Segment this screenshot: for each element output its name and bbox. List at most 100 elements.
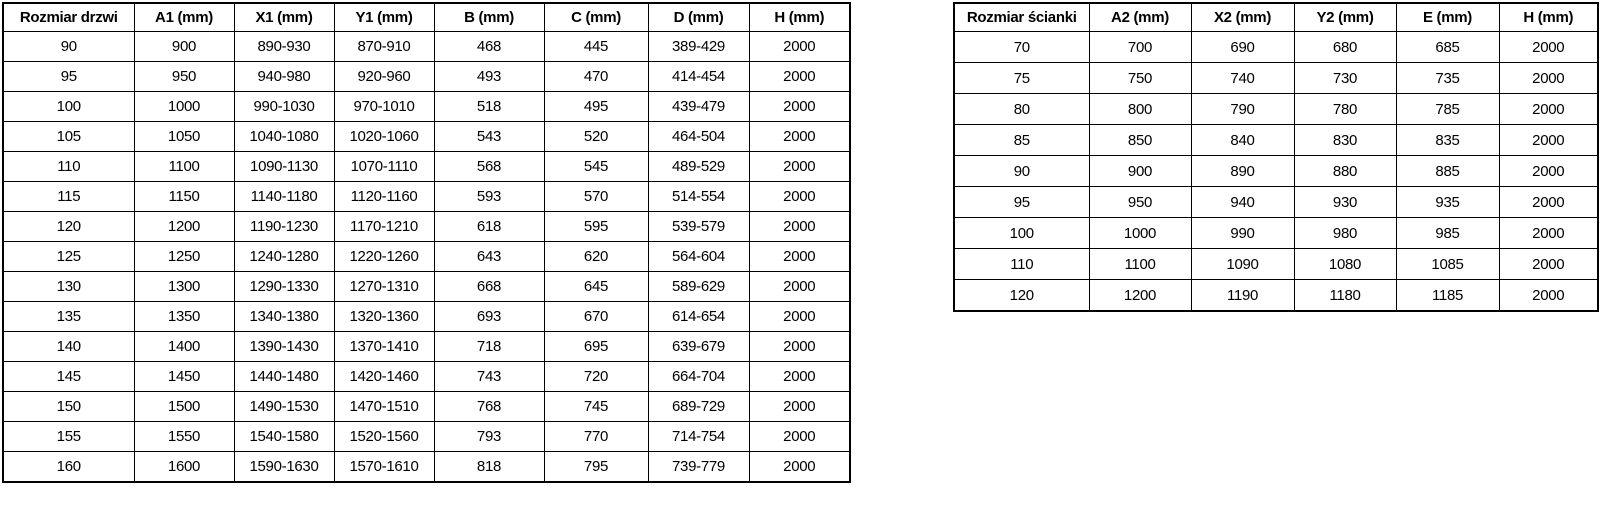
data-cell: 885 — [1395, 155, 1500, 187]
data-cell: 1085 — [1395, 248, 1500, 280]
data-cell: 1190 — [1190, 279, 1295, 312]
data-cell: 985 — [1395, 217, 1500, 249]
data-cell: 520 — [543, 121, 649, 152]
data-cell: 800 — [1088, 93, 1192, 125]
data-cell: 720 — [543, 361, 649, 392]
data-cell: 1240-1280 — [233, 241, 335, 272]
data-cell: 700 — [1088, 31, 1192, 63]
data-cell: 1490-1530 — [233, 391, 335, 422]
data-cell: 930 — [1293, 186, 1397, 218]
data-cell: 589-629 — [647, 271, 750, 302]
column-header: C (mm) — [543, 2, 649, 32]
data-cell: 90 — [2, 31, 135, 62]
data-cell: 90 — [953, 155, 1090, 187]
data-cell: 2000 — [748, 181, 851, 212]
data-cell: 1540-1580 — [233, 421, 335, 452]
data-cell: 1220-1260 — [333, 241, 435, 272]
data-cell: 2000 — [748, 91, 851, 122]
table-row: 140 1400 1390-1430 1370-1410 718 695 639-679 20… — [2, 331, 851, 362]
data-cell: 95 — [953, 186, 1090, 218]
data-cell: 890 — [1190, 155, 1295, 187]
data-cell: 940 — [1190, 186, 1295, 218]
data-cell: 2000 — [748, 121, 851, 152]
data-cell: 1420-1460 — [333, 361, 435, 392]
data-cell: 160 — [2, 451, 135, 483]
table-row: 110 1100 1090-1130 1070-1110 568 545 489-529 20… — [2, 151, 851, 182]
data-cell: 793 — [433, 421, 545, 452]
data-cell: 695 — [543, 331, 649, 362]
data-cell: 110 — [953, 248, 1090, 280]
data-cell: 685 — [1395, 31, 1500, 63]
table-row: 85 850 840 830 835 2000 — [953, 124, 1599, 156]
column-header: A1 (mm) — [133, 2, 235, 32]
data-cell: 2000 — [748, 421, 851, 452]
column-header: Rozmiar drzwi — [2, 2, 135, 32]
column-header: X2 (mm) — [1190, 2, 1295, 32]
column-header: H (mm) — [748, 2, 851, 32]
data-cell: 514-554 — [647, 181, 750, 212]
data-cell: 2000 — [748, 331, 851, 362]
data-cell: 2000 — [748, 451, 851, 483]
table-row: 150 1500 1490-1530 1470-1510 768 745 689-729 20… — [2, 391, 851, 422]
data-cell: 718 — [433, 331, 545, 362]
table-row: 120 1200 1190 1180 1185 2000 — [953, 279, 1599, 312]
data-cell: 730 — [1293, 62, 1397, 94]
data-cell: 470 — [543, 61, 649, 92]
column-header: Rozmiar ścianki — [953, 2, 1090, 32]
data-cell: 1040-1080 — [233, 121, 335, 152]
data-cell: 145 — [2, 361, 135, 392]
data-cell: 1200 — [1088, 279, 1192, 312]
data-cell: 100 — [953, 217, 1090, 249]
data-cell: 2000 — [1498, 217, 1599, 249]
data-cell: 970-1010 — [333, 91, 435, 122]
data-cell: 850 — [1088, 124, 1192, 156]
table-row: 90 900 890-930 870-910 468 445 389-429 2000 — [2, 31, 851, 62]
data-cell: 70 — [953, 31, 1090, 63]
table-row: 70 700 690 680 685 2000 — [953, 31, 1599, 63]
data-cell: 1340-1380 — [233, 301, 335, 332]
data-cell: 714-754 — [647, 421, 750, 452]
column-header: D (mm) — [647, 2, 750, 32]
data-cell: 2000 — [1498, 93, 1599, 125]
data-cell: 1440-1480 — [233, 361, 335, 392]
data-cell: 495 — [543, 91, 649, 122]
data-cell: 595 — [543, 211, 649, 242]
data-cell: 835 — [1395, 124, 1500, 156]
table-row: 135 1350 1340-1380 1320-1360 693 670 614-654 20… — [2, 301, 851, 332]
table-row: 115 1150 1140-1180 1120-1160 593 570 514-554 20… — [2, 181, 851, 212]
data-cell: 1080 — [1293, 248, 1397, 280]
data-cell: 1270-1310 — [333, 271, 435, 302]
data-cell: 2000 — [1498, 62, 1599, 94]
data-cell: 2000 — [1498, 248, 1599, 280]
data-cell: 2000 — [748, 271, 851, 302]
data-cell: 1290-1330 — [233, 271, 335, 302]
data-cell: 795 — [543, 451, 649, 483]
data-cell: 643 — [433, 241, 545, 272]
header-row: Rozmiar ścianki A2 (mm) X2 (mm) Y2 (mm) E (m… — [953, 2, 1599, 32]
data-cell: 120 — [953, 279, 1090, 312]
data-cell: 135 — [2, 301, 135, 332]
data-cell: 1090 — [1190, 248, 1295, 280]
table-row: 100 1000 990-1030 970-1010 518 495 439-479 2000 — [2, 91, 851, 122]
data-cell: 670 — [543, 301, 649, 332]
data-cell: 150 — [2, 391, 135, 422]
data-cell: 110 — [2, 151, 135, 182]
column-header: H (mm) — [1498, 2, 1599, 32]
data-cell: 95 — [2, 61, 135, 92]
data-cell: 1100 — [133, 151, 235, 182]
data-cell: 1070-1110 — [333, 151, 435, 182]
data-cell: 618 — [433, 211, 545, 242]
data-cell: 880 — [1293, 155, 1397, 187]
data-cell: 900 — [133, 31, 235, 62]
data-cell: 689-729 — [647, 391, 750, 422]
data-cell: 2000 — [748, 151, 851, 182]
column-header: B (mm) — [433, 2, 545, 32]
data-cell: 950 — [1088, 186, 1192, 218]
table-row: 95 950 940-980 920-960 493 470 414-454 2000 — [2, 61, 851, 92]
data-cell: 2000 — [748, 391, 851, 422]
data-cell: 414-454 — [647, 61, 750, 92]
data-cell: 1550 — [133, 421, 235, 452]
data-cell: 900 — [1088, 155, 1192, 187]
data-cell: 439-479 — [647, 91, 750, 122]
data-cell: 935 — [1395, 186, 1500, 218]
